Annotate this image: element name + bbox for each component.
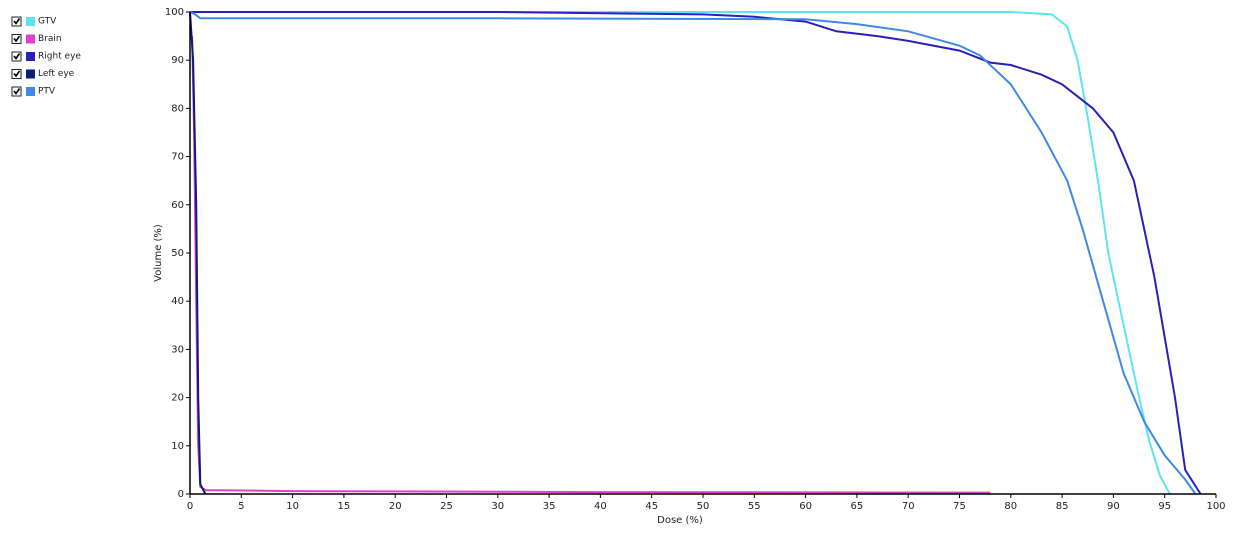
x-tick-label: 40 [594,501,607,512]
legend-label: Left eye [38,69,75,79]
legend-swatch [26,17,35,26]
y-tick-label: 80 [171,103,184,114]
x-tick-label: 35 [543,501,556,512]
y-tick-label: 30 [171,344,184,355]
x-tick-label: 75 [953,501,966,512]
legend-check [13,53,21,60]
series-line [191,36,991,494]
series-line [190,11,1202,495]
x-tick-label: 100 [1206,501,1225,512]
x-tick-label: 65 [851,501,864,512]
x-tick-label: 5 [238,501,244,512]
y-axis-label: Volume (%) [153,224,164,282]
series-line [189,11,207,495]
x-tick-label: 55 [748,501,761,512]
x-tick-label: 50 [697,501,710,512]
legend-label: Right eye [38,52,81,62]
y-tick-label: 70 [171,152,184,163]
legend-label: GTV [38,17,57,27]
legend-check [13,35,21,43]
x-tick-label: 15 [338,501,351,512]
x-tick-label: 25 [440,501,453,512]
legend-check [13,70,21,78]
legend-swatch [26,34,35,44]
x-tick-label: 10 [286,501,299,512]
x-tick-label: 85 [1056,501,1069,512]
x-tick-label: 95 [1158,501,1171,512]
legend-label: Brain [38,34,62,44]
x-axis-label: Dose (%) [657,515,703,526]
x-tick-label: 90 [1107,501,1120,512]
y-tick-label: 60 [171,200,184,211]
legend-check [13,88,21,95]
x-tick-label: 45 [645,501,658,512]
y-tick-label: 50 [171,248,184,259]
y-tick-label: 100 [165,7,184,18]
x-tick-label: 70 [902,501,915,512]
legend-label: PTV [38,87,56,97]
y-tick-label: 10 [171,441,184,452]
legend-swatch [26,69,35,79]
legend: GTV Brain Right eye Left eye PTV [11,16,81,97]
x-tick-label: 0 [187,501,193,512]
legend-check [13,18,21,25]
series-line [190,11,1171,495]
legend-swatch [26,87,35,96]
y-tick-label: 20 [171,393,184,404]
y-tick-label: 40 [171,296,184,307]
legend-swatch [26,52,35,61]
series-line [189,11,1197,495]
y-tick-label: 0 [178,489,184,500]
x-tick-label: 20 [389,501,402,512]
x-tick-label: 80 [1004,501,1017,512]
x-tick-label: 30 [491,501,504,512]
x-tick-label: 60 [799,501,812,512]
y-tick-label: 90 [171,55,184,66]
